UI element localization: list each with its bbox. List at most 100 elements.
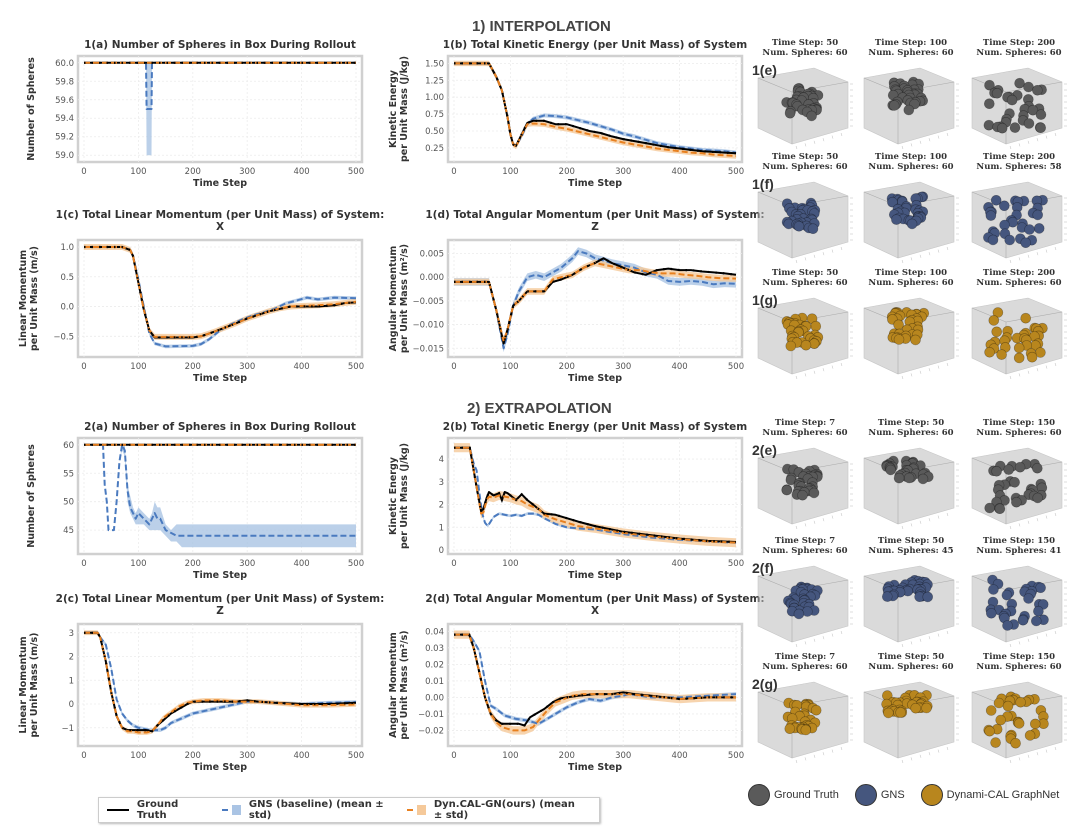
axis-tick — [946, 362, 949, 367]
sphere-legend-dyncal: Dynami-CAL GraphNet — [920, 784, 1059, 806]
sphere — [991, 326, 1003, 338]
axis-tick — [813, 254, 816, 258]
sphere — [785, 340, 797, 352]
sphere — [1004, 234, 1016, 246]
sphere — [1002, 620, 1013, 631]
panel-row-label: 2(e) — [752, 442, 777, 458]
axis-tick — [1054, 512, 1057, 517]
sphere — [984, 347, 995, 358]
x-tick-label: 300 — [615, 751, 631, 761]
series-line-gns — [84, 443, 356, 537]
x-tick-label: 0 — [451, 751, 456, 761]
chart-title: 1(c) Total Linear Momentum (per Unit Mas… — [56, 209, 385, 221]
x-tick-label: 500 — [348, 167, 364, 177]
y-tick-label: 0.000 — [420, 273, 444, 283]
x-tick-label: 500 — [728, 559, 744, 569]
y-axis-label: per Unit Mass (J/kg) — [399, 56, 410, 162]
sphere-blue-icon — [854, 784, 877, 806]
axis-tick — [937, 365, 940, 369]
sphere — [1033, 605, 1044, 617]
y-tick-label: 1.25 — [425, 76, 444, 86]
series-line-dyncal — [454, 446, 737, 544]
sphere — [1001, 589, 1013, 601]
axis-tick — [840, 132, 843, 137]
sphere — [1013, 718, 1025, 729]
axis-tick — [1009, 759, 1012, 764]
sphere-panel: Time Step: 200 Num. Spheres: 60 — [966, 268, 1072, 388]
sphere — [1024, 224, 1035, 235]
axis-tick — [1027, 754, 1030, 758]
legend-band-swatch — [232, 805, 241, 815]
sphere — [996, 349, 1007, 360]
axis-tick — [1054, 362, 1057, 367]
sphere-legend-ground-truth: Ground Truth — [748, 784, 839, 806]
sphere — [891, 214, 902, 225]
sphere-panel: Time Step: 100 Num. Spheres: 60 — [858, 152, 964, 272]
x-tick-label: 400 — [293, 167, 309, 177]
axis-tick — [822, 636, 825, 640]
axis-tick — [1036, 752, 1039, 756]
sphere — [998, 200, 1010, 212]
chart-title: Z — [591, 221, 599, 233]
sphere — [1032, 492, 1043, 504]
x-tick-label: 300 — [615, 559, 631, 569]
sphere-panel: Time Step: 100 Num. Spheres: 60 — [858, 38, 964, 158]
y-tick-label: 0 — [439, 546, 444, 556]
axis-tick — [804, 143, 807, 147]
axis-tick — [901, 145, 904, 150]
axis-tick — [795, 759, 798, 764]
axis-tick — [795, 643, 798, 648]
axis-tick — [795, 525, 798, 530]
axis-tick — [1027, 638, 1030, 642]
y-tick-label: 45 — [63, 526, 74, 536]
axis-tick — [928, 636, 931, 640]
x-tick-label: 200 — [559, 751, 575, 761]
axis-tick — [1045, 633, 1048, 637]
sphere-legend-label: GNS — [880, 789, 905, 801]
sphere — [885, 464, 897, 476]
axis-tick — [946, 746, 949, 751]
sphere-gray-icon — [748, 784, 770, 806]
x-tick-label: 500 — [348, 751, 364, 761]
axis-tick — [919, 754, 922, 758]
x-tick-label: 100 — [502, 362, 518, 372]
y-axis-label: Angular Momentum — [388, 632, 399, 738]
axis-tick — [1027, 370, 1030, 374]
chart-2d-angular-momentum: 2(d) Total Angular Momentum (per Unit Ma… — [370, 590, 765, 780]
sphere — [793, 608, 805, 620]
sphere — [1006, 94, 1018, 106]
x-tick-label: 500 — [348, 362, 364, 372]
axis-tick — [1018, 257, 1021, 261]
x-tick-label: 400 — [293, 751, 309, 761]
axis-tick — [928, 368, 931, 372]
series-marker-gt — [454, 62, 737, 155]
sphere — [996, 122, 1008, 134]
y-axis-label: Kinetic Energy — [388, 69, 399, 148]
y-tick-label: 3 — [439, 478, 444, 488]
panel-num-spheres: Num. Spheres: 60 — [762, 162, 848, 172]
y-tick-label: 59.8 — [55, 77, 74, 87]
panel-time-step: Time Step: 150 — [982, 536, 1056, 546]
y-tick-label: 0.25 — [425, 144, 444, 154]
chart-svg: 2(b) Total Kinetic Energy (per Unit Mass… — [388, 421, 747, 581]
y-tick-label: 1 — [439, 523, 444, 533]
chart-title: 1(d) Total Angular Momentum (per Unit Ma… — [425, 209, 764, 221]
x-tick-label: 200 — [559, 362, 575, 372]
y-tick-label: −1 — [61, 724, 74, 734]
axis-tick — [822, 752, 825, 756]
panel-row-label: 1(f) — [752, 176, 774, 192]
sphere-box-3d — [757, 297, 853, 380]
panel-time-step: Time Step: 200 — [982, 268, 1056, 278]
chart-title: 2(b) Total Kinetic Energy (per Unit Mass… — [443, 421, 747, 433]
x-tick-label: 100 — [130, 559, 146, 569]
sphere — [808, 487, 820, 499]
series-line-dyncal — [454, 633, 736, 732]
axis-tick — [937, 515, 940, 519]
y-tick-label: 59.4 — [55, 114, 74, 124]
axis-tick — [804, 641, 807, 645]
axis-tick — [831, 749, 834, 753]
sphere — [987, 234, 999, 246]
axis-tick — [1018, 373, 1021, 377]
y-tick-label: 0.04 — [425, 627, 444, 637]
y-tick-label: −0.005 — [413, 297, 444, 307]
